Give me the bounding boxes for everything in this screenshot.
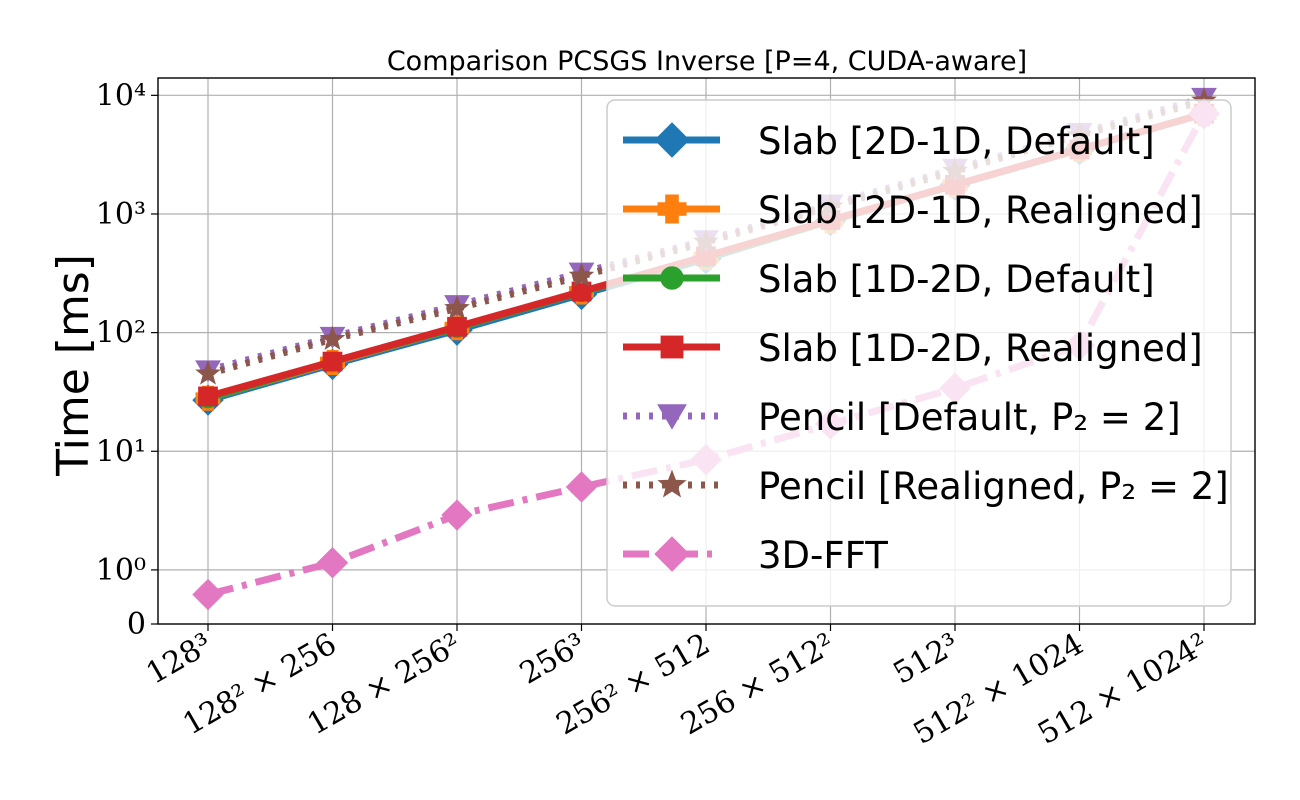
marker-diamond [316, 546, 349, 579]
series-line [207, 112, 1208, 598]
marker-star [568, 262, 595, 287]
x-tick-label: 512³ [887, 627, 965, 692]
legend: Slab [2D-1D, Default] Slab [2D-1D, Realig… [606, 99, 1232, 607]
marker-star [319, 325, 346, 351]
marker-diamond [192, 578, 224, 611]
marker-diamond [565, 471, 598, 503]
legend-label: Slab [1D-2D, Realigned] [758, 327, 1203, 370]
y-tick-label: 10⁴ [96, 78, 146, 113]
y-tick-label: 0 [127, 607, 146, 642]
legend-entry: Pencil [Realigned, P₂ = 2] [623, 465, 1229, 508]
marker-diamond [654, 122, 690, 158]
marker-square [447, 316, 467, 337]
legend-entry: Slab [1D-2D, Realigned] [623, 327, 1203, 370]
y-tick-label: 10¹ [96, 434, 146, 469]
legend-label: 3D-FFT [758, 534, 888, 577]
x-tick-label: 256³ [514, 627, 592, 692]
legend-entry: 3D-FFT [623, 534, 888, 577]
marker-star [195, 360, 221, 385]
marker-square [322, 351, 343, 372]
chart-title: Comparison PCSGS Inverse [P=4, CUDA-awar… [387, 46, 1027, 77]
marker-star [444, 294, 470, 320]
y-tick-label: 10³ [96, 197, 146, 232]
plot-frame [157, 77, 1256, 625]
marker-diamond [654, 536, 690, 572]
marker-diamond [441, 499, 473, 531]
legend-entry: Slab [1D-2D, Default] [623, 258, 1155, 301]
marker-triangle_down [657, 404, 687, 430]
marker-circle [660, 266, 684, 290]
y-tick-label: 10² [96, 316, 146, 351]
marker-star [657, 469, 687, 498]
legend-box [606, 99, 1232, 607]
legend-label: Pencil [Default, P₂ = 2] [758, 396, 1181, 439]
legend-entry: Pencil [Default, P₂ = 2] [623, 396, 1181, 439]
legend-label: Slab [2D-1D, Realigned] [758, 189, 1203, 232]
legend-label: Pencil [Realigned, P₂ = 2] [758, 465, 1229, 508]
marker-square [198, 386, 218, 407]
legend-entry: Slab [2D-1D, Default] [623, 120, 1155, 163]
legend-entry: Slab [2D-1D, Realigned] [623, 189, 1203, 232]
legend-label: Slab [2D-1D, Default] [758, 120, 1155, 163]
y-axis-label: Time [ms] [48, 254, 99, 477]
x-tick-label: 128³ [140, 627, 218, 692]
legend-label: Slab [1D-2D, Default] [758, 258, 1155, 301]
marker-plus [657, 194, 687, 224]
y-tick-label: 10⁰ [96, 553, 146, 588]
marker-square [660, 335, 684, 359]
